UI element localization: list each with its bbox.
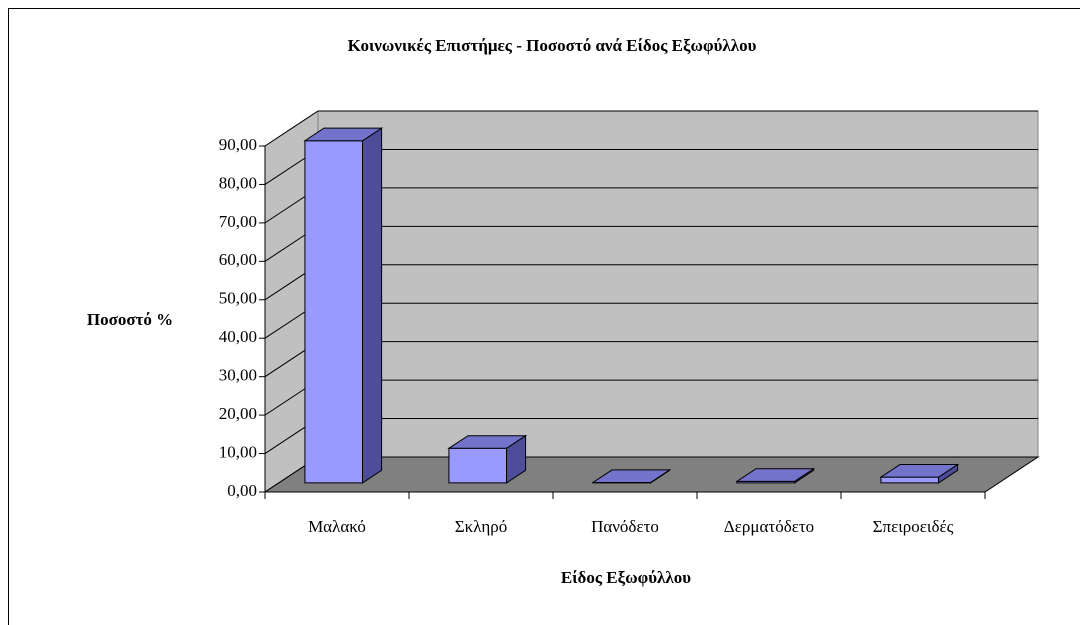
x-tick-label: Πανόδετο: [591, 517, 659, 536]
bar-front: [448, 447, 508, 484]
back-wall: [317, 110, 1039, 458]
y-axis-label: Ποσοστό %: [87, 310, 173, 329]
y-tick-label: 40,00: [219, 327, 257, 346]
x-axis-label: Είδος Εξωφύλλου: [561, 568, 691, 587]
bar-top: [447, 435, 528, 449]
y-tick-label: 80,00: [219, 173, 257, 192]
bar-top: [879, 464, 960, 478]
x-tick-label: Σκληρό: [455, 517, 507, 536]
y-tick-label: 20,00: [219, 404, 257, 423]
y-tick-label: 70,00: [219, 212, 257, 231]
y-tick-label: 90,00: [219, 135, 257, 154]
x-tick-label: Δερματόδετο: [724, 517, 814, 536]
y-tick-label: 0,00: [227, 481, 257, 500]
bar-front: [880, 476, 940, 484]
y-tick-label: 60,00: [219, 250, 257, 269]
bar-top: [591, 469, 672, 484]
bar-front: [304, 140, 364, 484]
bar-top: [735, 468, 816, 482]
bar-top: [303, 127, 384, 142]
bar-side: [362, 127, 383, 484]
x-tick-label: Σπειροειδές: [873, 517, 954, 536]
x-tick-label: Μαλακό: [308, 517, 366, 536]
y-tick-label: 10,00: [219, 442, 257, 461]
chart-title: Κοινωνικές Επιστήμες - Ποσοστό ανά Είδος…: [348, 36, 757, 55]
grid-line: [264, 110, 1038, 147]
y-tick-label: 30,00: [219, 366, 257, 385]
y-tick-label: 50,00: [219, 289, 257, 308]
